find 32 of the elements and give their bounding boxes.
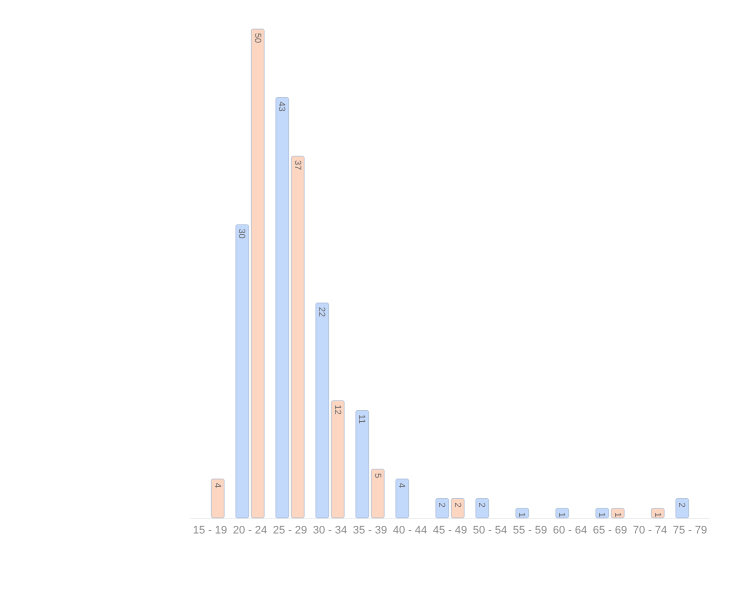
- x-tick-label: 25 - 29: [272, 524, 308, 536]
- data-label: 12: [332, 404, 343, 415]
- x-tick-label: 65 - 69: [592, 524, 628, 536]
- x-tick-label: 30 - 34: [312, 524, 348, 536]
- data-label: 2: [677, 502, 688, 508]
- data-label: 1: [557, 512, 568, 518]
- data-label: 50: [252, 33, 263, 44]
- data-label: 11: [357, 414, 368, 424]
- x-tick-label: 55 - 59: [512, 524, 548, 536]
- data-label: 5: [372, 473, 383, 478]
- data-label: 37: [292, 160, 303, 170]
- x-tick-label: 35 - 39: [352, 524, 388, 536]
- x-tick-label: 20 - 24: [232, 524, 268, 536]
- x-tick-label: 70 - 74: [632, 524, 668, 536]
- data-label: 2: [477, 502, 488, 508]
- x-tick-label: 50 - 54: [472, 524, 508, 536]
- data-label: 1: [652, 512, 663, 518]
- data-label: 30: [237, 228, 248, 239]
- x-tick-label: 75 - 79: [672, 524, 708, 536]
- x-tick-label: 15 - 19: [192, 524, 228, 536]
- data-label: 22: [317, 306, 328, 317]
- x-tick-label: 45 - 49: [432, 524, 468, 536]
- data-label: 1: [597, 512, 608, 518]
- data-label: 4: [212, 482, 223, 488]
- x-tick-label: 60 - 64: [552, 524, 588, 536]
- data-label: 1: [517, 512, 528, 518]
- data-label: 2: [452, 502, 463, 508]
- x-tick-label: 40 - 44: [392, 524, 428, 536]
- data-label: 1: [612, 512, 623, 518]
- data-label: 4: [397, 482, 408, 488]
- data-label: 43: [277, 101, 288, 112]
- data-label: 2: [437, 502, 448, 508]
